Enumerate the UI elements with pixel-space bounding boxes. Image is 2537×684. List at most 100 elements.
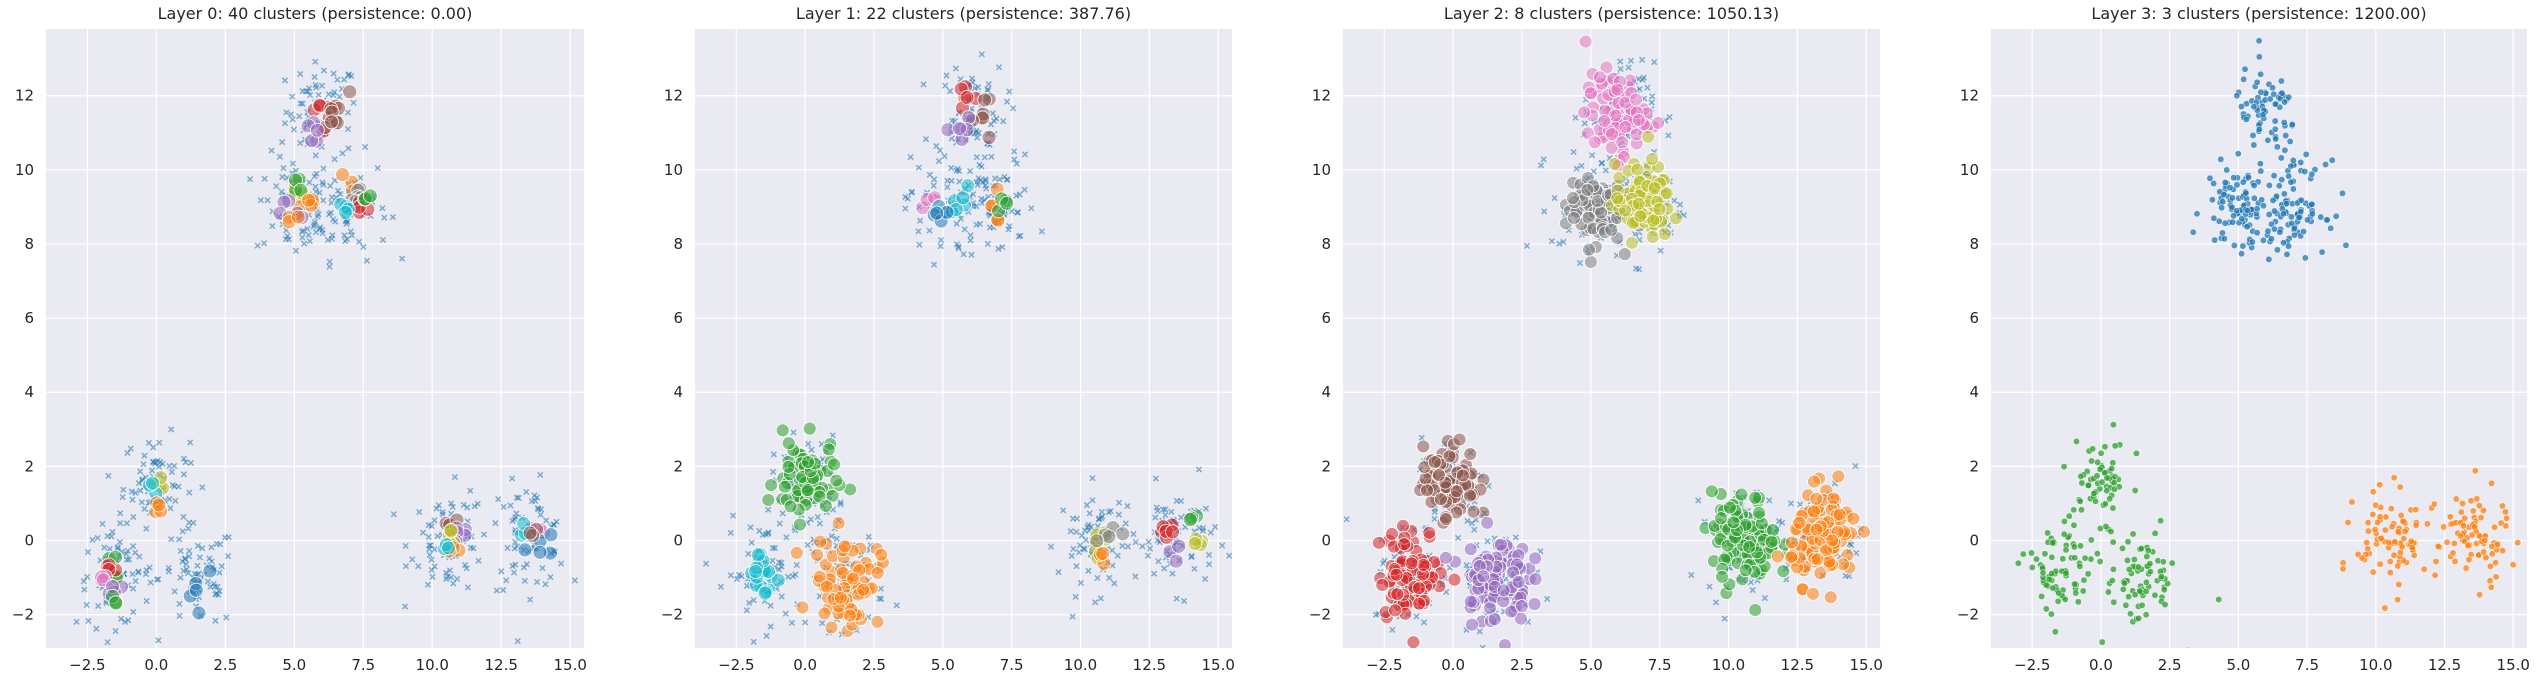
data-point bbox=[335, 167, 350, 183]
data-point bbox=[781, 436, 796, 451]
data-point bbox=[2266, 95, 2274, 103]
data-point bbox=[2076, 497, 2084, 505]
data-point bbox=[2250, 194, 2258, 202]
noise-point bbox=[132, 577, 139, 585]
noise-point bbox=[750, 638, 757, 645]
data-point bbox=[1819, 543, 1833, 558]
data-point bbox=[2376, 513, 2384, 521]
noise-point bbox=[819, 620, 826, 627]
noise-point bbox=[171, 588, 178, 595]
data-point bbox=[2111, 485, 2118, 493]
data-point bbox=[2151, 591, 2159, 599]
noise-point bbox=[1084, 523, 1091, 531]
data-point bbox=[1182, 512, 1198, 527]
noise-point bbox=[1073, 528, 1080, 536]
noise-point bbox=[946, 87, 954, 95]
noise-point bbox=[503, 577, 510, 584]
noise-point bbox=[1665, 132, 1672, 139]
data-point bbox=[1390, 587, 1405, 602]
data-point bbox=[2479, 507, 2487, 514]
noise-point bbox=[837, 501, 844, 508]
noise-point bbox=[180, 471, 188, 478]
noise-point bbox=[968, 251, 975, 258]
noise-point bbox=[996, 176, 1003, 183]
data-point bbox=[2129, 530, 2137, 538]
noise-point bbox=[769, 557, 776, 564]
noise-point bbox=[306, 238, 314, 245]
data-point bbox=[2486, 562, 2494, 570]
noise-point bbox=[778, 559, 785, 566]
data-point bbox=[1722, 500, 1737, 515]
noise-point bbox=[995, 64, 1003, 71]
noise-point bbox=[448, 574, 455, 581]
data-point bbox=[846, 571, 860, 586]
noise-point bbox=[535, 505, 542, 513]
noise-point bbox=[1021, 186, 1028, 193]
data-point bbox=[2287, 178, 2295, 186]
noise-point bbox=[480, 531, 488, 538]
data-point bbox=[2480, 548, 2488, 556]
noise-point bbox=[331, 156, 338, 163]
noise-point bbox=[1152, 475, 1160, 482]
y-tick-label: 12 bbox=[15, 87, 34, 105]
data-point bbox=[1455, 468, 1470, 483]
noise-point bbox=[1195, 466, 1203, 473]
noise-point bbox=[1712, 599, 1720, 606]
x-tick-label: 15.0 bbox=[554, 656, 587, 674]
data-point bbox=[1404, 556, 1419, 571]
data-point bbox=[1422, 525, 1437, 540]
noise-point bbox=[532, 497, 539, 505]
data-point bbox=[1498, 638, 1512, 648]
noise-point bbox=[425, 533, 432, 541]
y-tick-label: 4 bbox=[1321, 383, 1331, 401]
data-point bbox=[2054, 597, 2062, 605]
noise-point bbox=[1639, 56, 1646, 63]
noise-point bbox=[1003, 98, 1011, 105]
noise-point bbox=[877, 585, 884, 592]
data-point bbox=[1652, 202, 1667, 217]
data-point bbox=[1496, 583, 1511, 598]
data-point bbox=[2497, 519, 2505, 527]
noise-point bbox=[168, 468, 176, 476]
noise-point bbox=[85, 617, 92, 625]
noise-point bbox=[1173, 595, 1180, 602]
noise-point bbox=[747, 524, 754, 531]
data-point bbox=[1416, 439, 1431, 454]
noise-point bbox=[112, 627, 119, 635]
data-point bbox=[2242, 115, 2250, 123]
data-point bbox=[2092, 497, 2099, 505]
data-point bbox=[2322, 161, 2330, 168]
noise-point bbox=[94, 534, 101, 542]
noise-point bbox=[1069, 613, 1076, 620]
noise-point bbox=[1130, 530, 1137, 538]
data-point bbox=[2270, 225, 2278, 233]
noise-point bbox=[745, 550, 752, 557]
noise-point bbox=[1625, 64, 1632, 71]
noise-point bbox=[738, 573, 745, 580]
noise-point bbox=[304, 88, 312, 95]
data-point bbox=[2470, 523, 2478, 531]
data-point bbox=[2461, 514, 2469, 522]
x-tick-label: 5.0 bbox=[2226, 656, 2250, 674]
data-point bbox=[1447, 572, 1462, 587]
data-point bbox=[2259, 111, 2267, 119]
noise-point bbox=[1114, 552, 1121, 559]
data-point bbox=[2101, 443, 2109, 451]
data-point bbox=[2045, 576, 2053, 583]
data-point bbox=[1493, 537, 1508, 552]
data-point bbox=[775, 423, 790, 438]
data-point bbox=[2250, 103, 2258, 111]
data-point bbox=[2443, 538, 2451, 546]
noise-point bbox=[206, 555, 213, 562]
data-point bbox=[1825, 533, 1840, 548]
noise-point bbox=[1636, 85, 1643, 93]
noise-point bbox=[1471, 526, 1478, 533]
noise-point bbox=[1226, 552, 1232, 559]
data-point bbox=[2278, 89, 2286, 97]
data-point bbox=[1784, 550, 1799, 565]
noise-point bbox=[470, 545, 477, 552]
data-point bbox=[108, 595, 124, 611]
noise-point bbox=[318, 82, 326, 89]
data-point bbox=[2041, 550, 2049, 558]
noise-point bbox=[180, 455, 188, 462]
